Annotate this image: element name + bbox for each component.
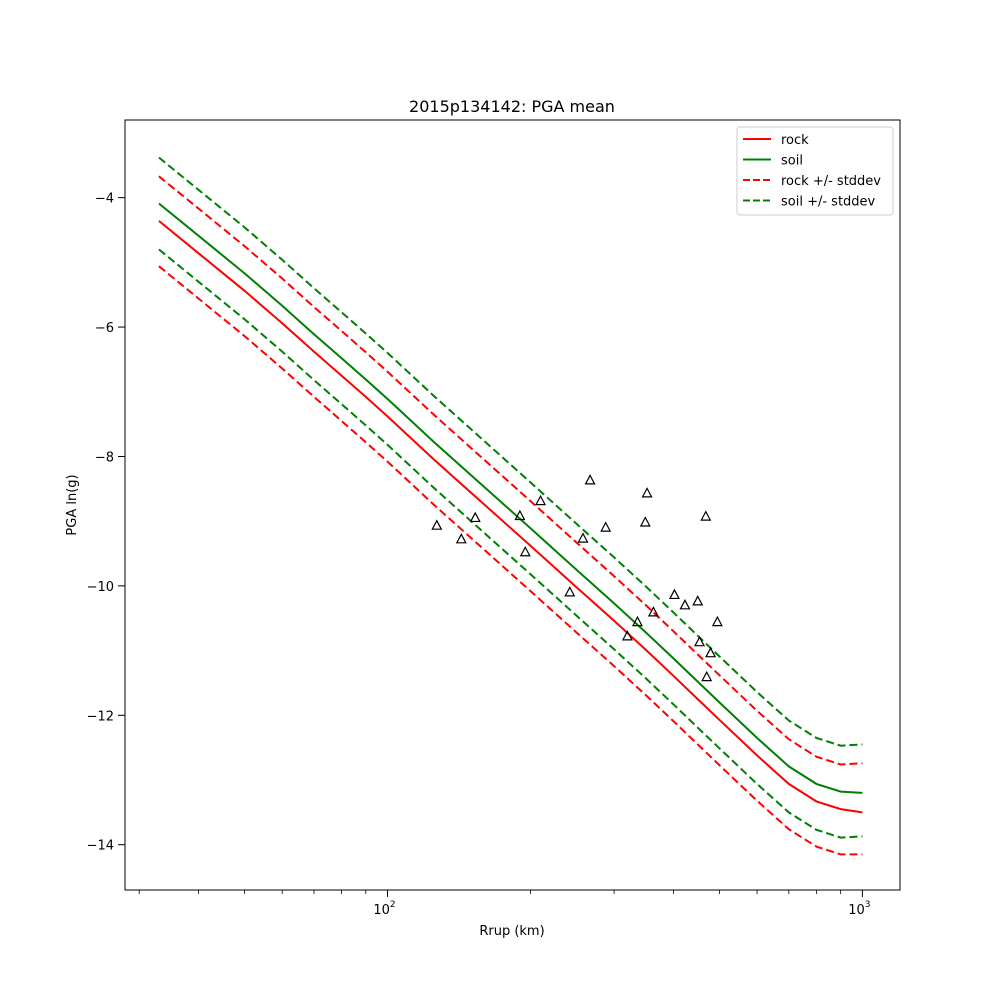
observation-point-7 — [577, 532, 589, 543]
chart-title: 2015p134142: PGA mean — [409, 97, 615, 116]
y-axis: −4 −6 −8 −10 −12 −14 — [87, 192, 125, 854]
x-tick-label-base-1: 10 — [848, 903, 865, 918]
observation-point-8 — [584, 474, 596, 485]
y-tick-label-0: −4 — [95, 192, 114, 207]
y-tick-label-3: −10 — [87, 580, 114, 595]
legend-label-0: rock — [781, 133, 809, 148]
observation-point-3 — [514, 509, 526, 521]
x-axis: 102 103 — [138, 890, 871, 918]
plot-area — [158, 156, 863, 856]
observation-point-19 — [700, 510, 712, 521]
observation-point-6 — [564, 586, 576, 597]
x-axis-label: Rrup (km) — [479, 924, 544, 939]
legend-box — [736, 126, 894, 216]
series-upper-line-2 — [158, 175, 863, 766]
legend-label-3: soil +/- stddev — [781, 195, 876, 210]
legend: rock soil rock +/- stddev soil +/- stddev — [736, 126, 894, 216]
observation-point-0 — [431, 519, 443, 530]
y-tick-label-2: −8 — [95, 450, 114, 465]
plot-frame — [124, 119, 901, 891]
series-line-0 — [158, 220, 863, 814]
observation-point-9 — [600, 521, 612, 532]
series-lower-line-2 — [158, 265, 863, 856]
observation-point-21 — [705, 646, 717, 658]
observation-point-2 — [469, 511, 481, 523]
series-lower-line-3 — [158, 248, 863, 839]
y-axis-label: PGA ln(g) — [65, 474, 80, 535]
observation-point-14 — [647, 606, 659, 617]
observation-point-18 — [694, 635, 706, 647]
observation-point-1 — [455, 533, 467, 544]
observation-point-10 — [621, 630, 633, 641]
series-upper-line-3 — [158, 156, 863, 747]
y-tick-label-1: −6 — [95, 321, 114, 336]
observation-point-4 — [519, 545, 531, 557]
y-tick-label-5: −14 — [87, 839, 114, 854]
x-tick-label-1: 103 — [848, 900, 870, 918]
observation-point-16 — [679, 599, 691, 610]
series-line-1 — [158, 202, 863, 794]
x-tick-label-exp-1: 3 — [865, 900, 871, 910]
observation-point-17 — [692, 595, 704, 606]
observation-point-13 — [641, 487, 653, 498]
x-tick-label-base-0: 10 — [373, 903, 390, 918]
observation-point-12 — [639, 516, 651, 527]
y-tick-label-4: −12 — [87, 709, 114, 724]
observation-point-22 — [711, 615, 723, 627]
x-tick-label-0: 102 — [373, 900, 395, 918]
observation-point-5 — [535, 494, 547, 506]
x-tick-label-exp-0: 2 — [390, 900, 396, 910]
legend-label-2: rock +/- stddev — [781, 174, 881, 189]
legend-label-1: soil — [781, 154, 803, 169]
observation-point-15 — [668, 588, 680, 600]
observation-point-11 — [631, 615, 643, 627]
observation-point-20 — [701, 670, 713, 682]
